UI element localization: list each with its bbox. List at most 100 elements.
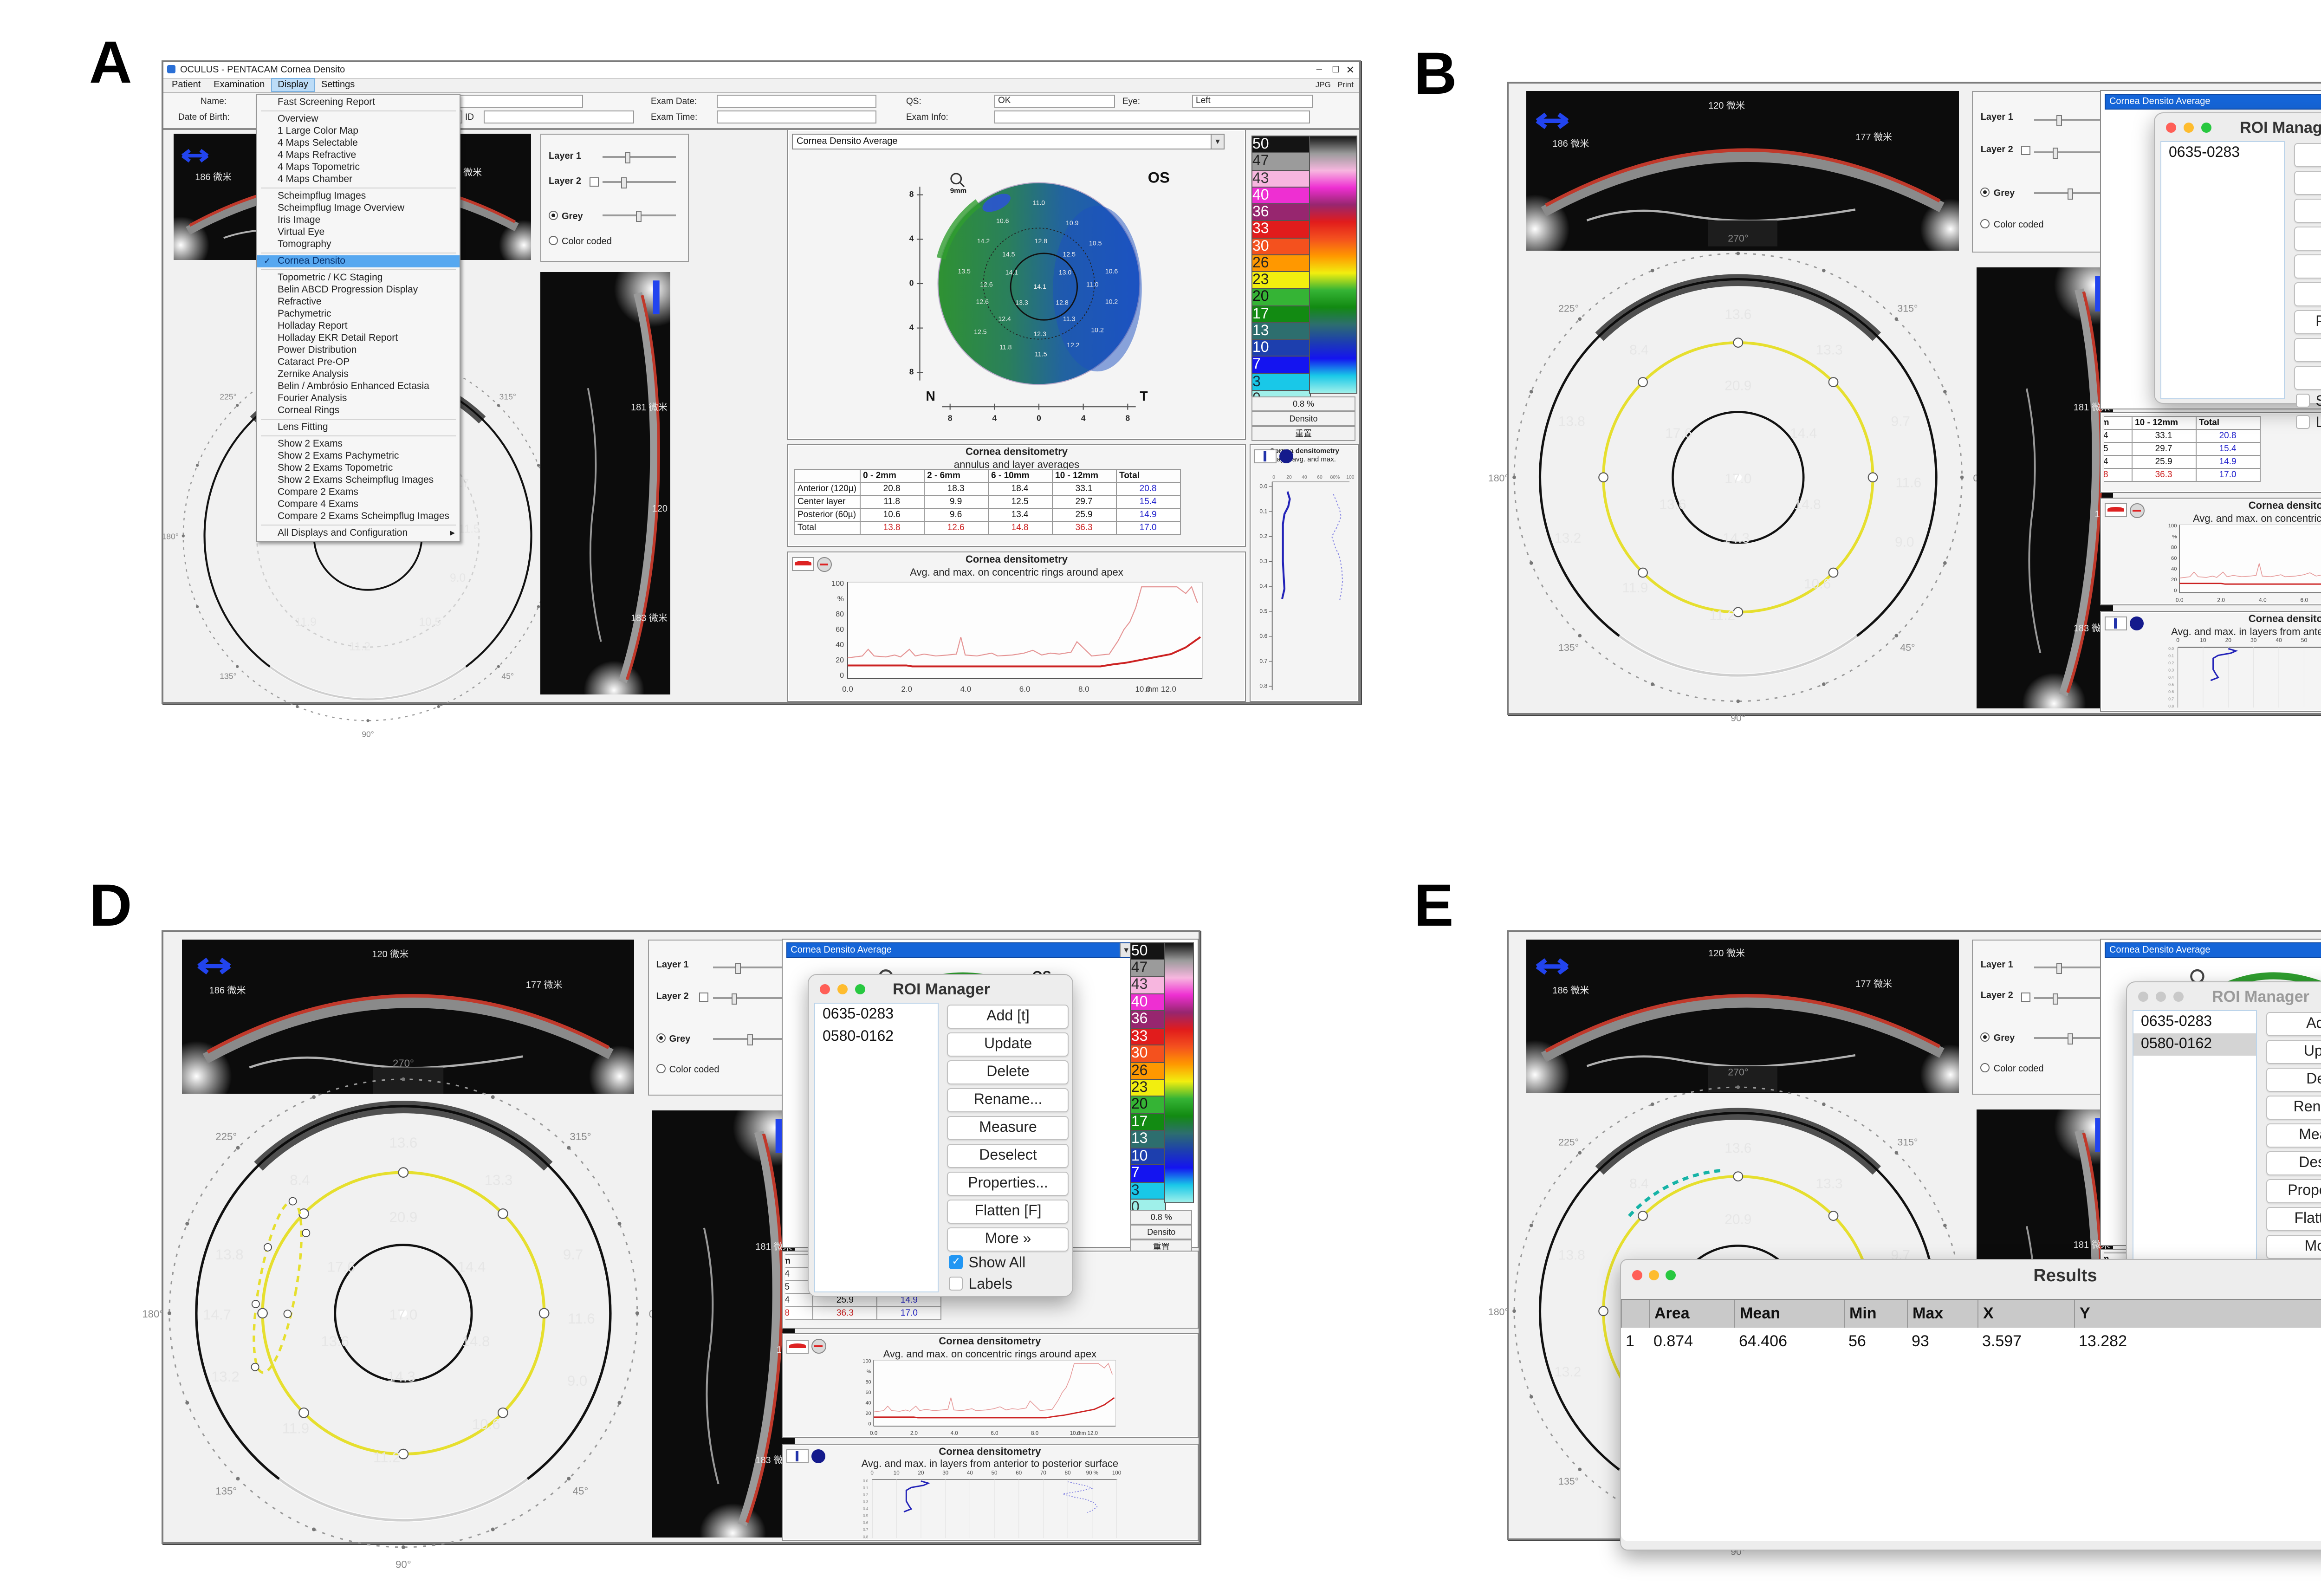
roi-button-rename[interactable]: Rename...	[2294, 227, 2321, 251]
id-field[interactable]	[484, 110, 634, 123]
chevron-down-icon[interactable]: ▼	[1211, 135, 1224, 149]
results-col-index[interactable]	[1621, 1300, 1654, 1328]
color-coded-radio[interactable]	[549, 235, 558, 245]
close-button[interactable]: ✕	[1346, 65, 1355, 76]
menu-item[interactable]: Fourier Analysis	[278, 393, 347, 404]
close-traffic-light-icon[interactable]	[2138, 992, 2148, 1002]
minimize-traffic-light-icon[interactable]	[837, 984, 848, 994]
roi-button-measure[interactable]: Measure	[2266, 1123, 2321, 1148]
roi-button-delete[interactable]: Delete	[947, 1060, 1069, 1084]
print-button[interactable]: Print	[1337, 80, 1354, 89]
cornea-photo[interactable]: 0°45°90°135°180°225°270°315°13.68.413.32…	[139, 1048, 669, 1578]
minimize-button[interactable]: –	[1316, 64, 1322, 75]
results-col-Mean[interactable]: Mean	[1734, 1300, 1849, 1328]
close-traffic-light-icon[interactable]	[2166, 123, 2176, 133]
menu-item[interactable]: 1 Large Color Map	[278, 125, 358, 136]
roi-list[interactable]: 0635-0283 0580-0162	[814, 1003, 939, 1292]
roi-handle[interactable]	[1868, 472, 1879, 482]
roi-button-more[interactable]: More »	[2294, 366, 2321, 390]
roi-handle[interactable]	[298, 1408, 310, 1419]
roi-handle[interactable]	[1733, 337, 1744, 348]
labels-checkbox[interactable]	[2296, 415, 2310, 429]
menu-item[interactable]: Belin / Ambrósio Enhanced Ectasia	[278, 381, 429, 392]
roi-button-update[interactable]: Update	[947, 1032, 1069, 1057]
menu-item[interactable]: Compare 2 Exams	[278, 487, 358, 498]
grey-slider[interactable]	[603, 210, 676, 222]
menu-item[interactable]: 4 Maps Selectable	[278, 137, 358, 149]
menu-item[interactable]: All Displays and Configuration	[257, 527, 460, 539]
layer2-slider[interactable]	[713, 993, 789, 1005]
roi-button-measure[interactable]: Measure	[2294, 254, 2321, 279]
grey-radio[interactable]	[656, 1033, 666, 1043]
layer1-slider[interactable]	[603, 152, 676, 164]
menu-item[interactable]: Refractive	[278, 296, 322, 307]
roi-handle[interactable]	[498, 1208, 509, 1220]
roi-button-flattenf[interactable]: Flatten [F]	[2294, 338, 2321, 362]
minimize-traffic-light-icon[interactable]	[2156, 992, 2166, 1002]
roi-handle[interactable]	[1828, 567, 1839, 577]
results-col-Y[interactable]: Y	[2074, 1300, 2321, 1328]
chevron-down-icon[interactable]: ▼	[1119, 943, 1133, 957]
results-col-Min[interactable]: Min	[1844, 1300, 1913, 1328]
menu-item[interactable]: Lens Fitting	[278, 422, 328, 433]
color-coded-radio[interactable]	[1980, 219, 1990, 229]
minimize-traffic-light-icon[interactable]	[1649, 1270, 1659, 1280]
exam-date-field[interactable]	[717, 95, 876, 108]
roi-handle[interactable]	[1733, 1171, 1744, 1181]
menu-item[interactable]: Fast Screening Report	[278, 97, 376, 108]
exam-time-field[interactable]	[717, 110, 876, 123]
close-traffic-light-icon[interactable]	[820, 984, 830, 994]
results-col-X[interactable]: X	[1977, 1300, 2080, 1328]
menu-item[interactable]: Cornea Densito	[257, 255, 460, 267]
roi-button-deselect[interactable]: Deselect	[947, 1144, 1069, 1168]
roi-button-properties[interactable]: Properties...	[947, 1172, 1069, 1196]
roi-button-deselect[interactable]: Deselect	[2266, 1151, 2321, 1175]
densito-average-combobox[interactable]: Cornea Densito Average▼	[792, 134, 1225, 149]
grey-radio[interactable]	[1980, 1032, 1990, 1042]
results-col-Area[interactable]: Area	[1649, 1300, 1740, 1328]
menubar-item-patient[interactable]: Patient	[172, 80, 201, 90]
cornea-photo[interactable]: 0°45°90°135°180°225°270°315°13.68.413.32…	[1485, 223, 1992, 731]
menubar-item-settings[interactable]: Settings	[321, 80, 355, 90]
menu-item[interactable]: Power Distribution	[278, 344, 357, 356]
roi-button-flattenf[interactable]: Flatten [F]	[947, 1200, 1069, 1224]
roi-handle[interactable]	[498, 1408, 509, 1419]
menu-item[interactable]: Topometric / KC Staging	[278, 272, 383, 283]
layer2-checkbox[interactable]	[2021, 992, 2031, 1002]
roi-button-addt[interactable]: Add [t]	[947, 1005, 1069, 1029]
roi-list-item[interactable]: 0635-0283	[2169, 145, 2240, 161]
results-row[interactable]: 1 0.874 64.406 56 93 3.597 13.282	[1621, 1328, 2321, 1356]
color-coded-radio[interactable]	[656, 1064, 666, 1073]
menu-item[interactable]: 4 Maps Chamber	[278, 174, 353, 185]
menu-item[interactable]: Iris Image	[278, 214, 321, 226]
grey-slider[interactable]	[2034, 188, 2107, 200]
menu-item[interactable]: Zernike Analysis	[278, 369, 349, 380]
grey-slider[interactable]	[2034, 1033, 2107, 1045]
layer2-checkbox[interactable]	[2021, 146, 2031, 156]
roi-list[interactable]: 0635-0283 0580-0162	[2133, 1010, 2257, 1274]
roi-button-delete[interactable]: Delete	[2294, 199, 2321, 223]
menu-item[interactable]: Show 2 Exams Topometric	[278, 462, 393, 474]
roi-button-rename[interactable]: Rename...	[947, 1088, 1069, 1112]
zoom-traffic-light-icon[interactable]	[855, 984, 865, 994]
menu-item[interactable]: Pachymetric	[278, 308, 331, 319]
menu-item[interactable]: Tomography	[278, 239, 331, 250]
minimize-traffic-light-icon[interactable]	[2184, 123, 2194, 133]
color-coded-radio[interactable]	[1980, 1063, 1990, 1072]
layer2-checkbox[interactable]	[590, 177, 599, 187]
roi-list-item[interactable]: 0635-0283	[823, 1006, 894, 1022]
roi-button-measure[interactable]: Measure	[947, 1116, 1069, 1140]
jpg-button[interactable]: JPG	[1315, 80, 1331, 89]
roi-handle[interactable]	[1638, 567, 1648, 577]
labels-checkbox[interactable]	[949, 1277, 963, 1291]
eye-field[interactable]: Left	[1192, 95, 1313, 108]
roi-handle[interactable]	[257, 1308, 268, 1319]
show-all-checkbox[interactable]	[949, 1255, 963, 1269]
menubar-item-display[interactable]: Display	[271, 78, 315, 92]
menu-item[interactable]: 4 Maps Refractive	[278, 149, 357, 161]
grey-slider[interactable]	[713, 1034, 789, 1045]
layer1-slider[interactable]	[2034, 962, 2107, 974]
densito-average-combobox[interactable]: Cornea Densito Average▼	[2104, 942, 2321, 958]
menu-item[interactable]: Compare 4 Exams	[278, 499, 358, 510]
zoom-traffic-light-icon[interactable]	[1666, 1270, 1676, 1280]
